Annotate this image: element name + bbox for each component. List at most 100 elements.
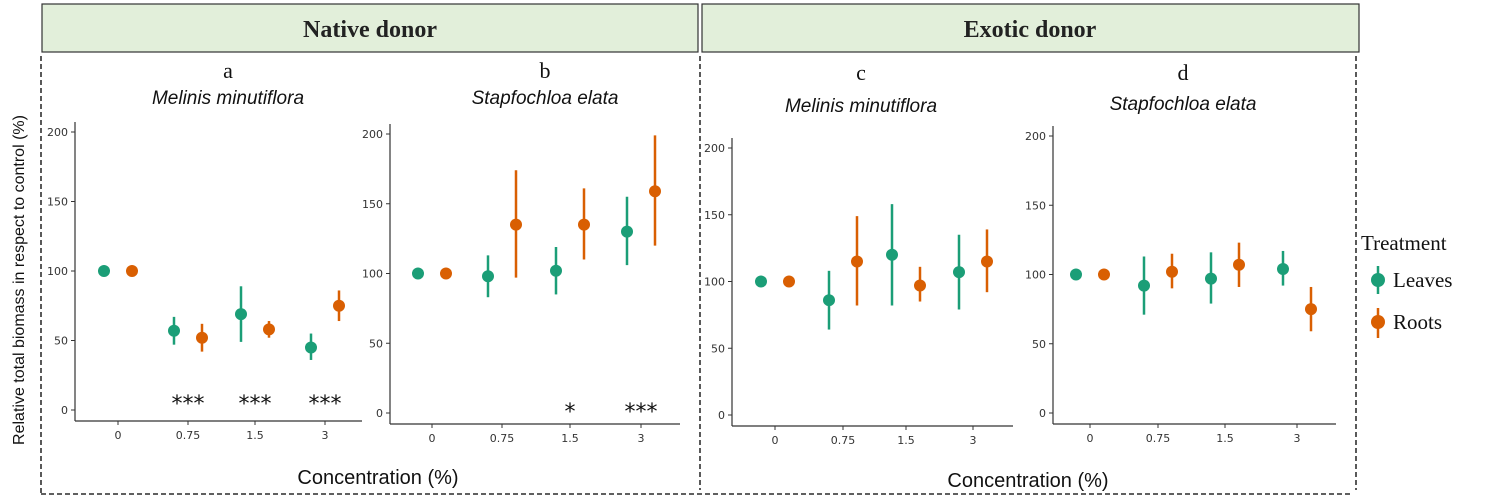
significance-marker: * [565,400,576,425]
panel-c: c Melinis minutiflora 0 50 100 150 200 0 0.75 1.5… [704,60,1013,447]
y-tick-label: 100 [1025,269,1046,282]
legend: Treatment Leaves Roots [1361,231,1452,338]
y-tick-label: 50 [1032,338,1046,351]
panel-species-title: Stapfochloa elata [1110,94,1257,115]
leaves-point [412,267,424,280]
roots-point [981,255,993,268]
x-tick-label: 1.5 [1216,432,1234,445]
x-tick-label: 0 [1087,432,1094,445]
y-tick-label: 50 [369,337,383,350]
leaves-point [823,294,835,307]
x-tick-label: 3 [970,434,977,447]
y-tick-label: 150 [704,209,725,222]
y-tick-label: 200 [47,126,68,139]
roots-point [1305,303,1317,316]
roots-point [914,279,926,292]
leaves-point [305,341,317,354]
roots-point [263,323,275,336]
roots-point [1233,258,1245,271]
panel-letter-c: c [856,60,866,85]
y-tick-label: 0 [1039,407,1046,420]
y-tick-label: 0 [376,407,383,420]
panel-d: d Stapfochloa elata 0 50 100 150 200 0 0.75 1.5 3 [1025,60,1336,445]
y-tick-label: 100 [704,276,725,289]
x-tick-label: 0.75 [490,432,515,445]
leaves-point [235,308,247,321]
x-tick-label: 1.5 [246,429,264,442]
roots-point [196,331,208,344]
legend-leaves-marker [1371,273,1385,287]
significance-marker: *** [625,400,658,425]
roots-point [783,275,795,288]
roots-point [440,267,452,280]
leaves-point [168,324,180,337]
leaves-point [953,266,965,279]
native-donor-header: Native donor [303,17,437,43]
panel-letter-a: a [223,58,233,83]
exotic-donor-header-box [701,3,1360,53]
legend-title: Treatment [1361,231,1447,255]
leaves-point [98,265,110,277]
roots-point [333,299,345,312]
y-tick-label: 0 [61,404,68,417]
x-tick-label: 0.75 [1146,432,1171,445]
panels-group: a Melinis minutiflora 0 50 100 150 200 0 0.75 1.5… [47,58,1336,447]
panel-species-title: Melinis minutiflora [152,88,304,109]
leaves-point [886,248,898,261]
x-tick-label: 1.5 [561,432,579,445]
x-axis-title-exotic: Concentration (%) [947,470,1108,492]
leaves-point [755,275,767,288]
panel-letter-b: b [540,58,551,83]
roots-point [649,185,661,198]
x-tick-label: 0 [429,432,436,445]
leaves-point [621,225,633,238]
panel-letter-d: d [1178,60,1189,85]
panel-a: a Melinis minutiflora 0 50 100 150 200 0 0.75 1.5… [47,58,362,442]
leaves-point [1205,272,1217,285]
roots-point [510,218,522,231]
x-tick-label: 3 [1294,432,1301,445]
x-tick-label: 0.75 [176,429,201,442]
panel-b: b Stapfochloa elata 0 50 100 150 200 0 0.75 1.5 3 *… [362,58,680,445]
leaves-point [1277,262,1289,275]
leaves-point [550,264,562,277]
x-tick-label: 0 [115,429,122,442]
y-axis-title: Relative total biomass in respect to con… [11,115,28,445]
y-tick-label: 100 [47,265,68,278]
x-tick-label: 1.5 [897,434,915,447]
y-tick-label: 200 [362,128,383,141]
panel-species-title: Melinis minutiflora [785,96,937,117]
y-tick-label: 150 [1025,199,1046,212]
significance-marker: *** [309,392,342,417]
leaves-point [1070,268,1082,281]
exotic-donor-header: Exotic donor [964,17,1097,43]
y-tick-label: 50 [711,342,725,355]
legend-roots-label: Roots [1393,310,1442,334]
leaves-point [1138,279,1150,292]
roots-point [1166,265,1178,278]
y-tick-label: 100 [362,268,383,281]
y-tick-label: 200 [1025,130,1046,143]
x-tick-label: 0 [772,434,779,447]
panel-species-title: Stapfochloa elata [472,88,619,109]
legend-roots-marker [1371,315,1385,329]
significance-marker: *** [172,392,205,417]
roots-point [851,255,863,268]
x-tick-label: 3 [322,429,329,442]
x-axis-title-native: Concentration (%) [297,467,458,489]
y-tick-label: 50 [54,335,68,348]
leaves-point [482,270,494,283]
y-tick-label: 150 [47,196,68,209]
x-tick-label: 3 [638,432,645,445]
roots-point [1098,268,1110,281]
legend-leaves-label: Leaves [1393,268,1452,292]
roots-point [126,265,138,277]
significance-marker: *** [239,392,272,417]
y-tick-label: 0 [718,409,725,422]
roots-point [578,218,590,231]
x-tick-label: 0.75 [831,434,856,447]
y-tick-label: 150 [362,198,383,211]
y-tick-label: 200 [704,142,725,155]
native-donor-header-box [41,3,699,53]
